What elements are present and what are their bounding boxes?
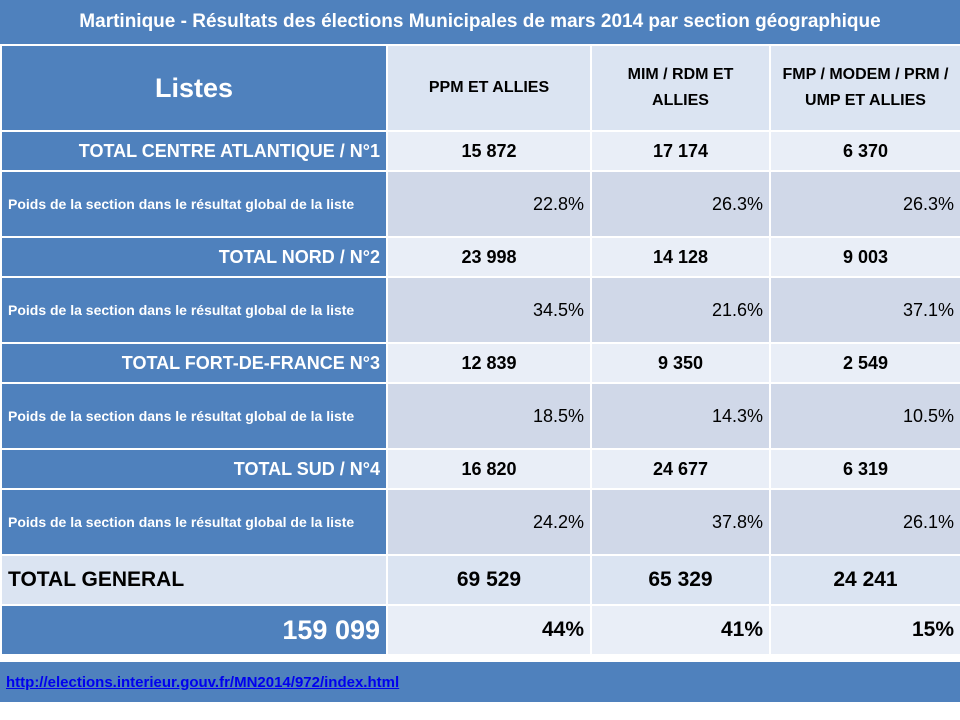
share-fmp: 10.5% xyxy=(771,384,960,448)
votes-ppm: 23 998 xyxy=(388,238,590,276)
section-label: TOTAL FORT-DE-FRANCE N°3 xyxy=(2,344,386,382)
header-ppm: PPM ET ALLIES xyxy=(388,46,590,130)
footer-bar: http://elections.interieur.gouv.fr/MN201… xyxy=(0,662,960,702)
section-share-row: Poids de la section dans le résultat glo… xyxy=(2,490,960,554)
share-mim: 26.3% xyxy=(592,172,769,236)
share-fmp: 37.1% xyxy=(771,278,960,342)
section-total-row: TOTAL SUD / N°4 16 820 24 677 6 319 xyxy=(2,450,960,488)
section-share-row: Poids de la section dans le résultat glo… xyxy=(2,384,960,448)
votes-mim: 24 677 xyxy=(592,450,769,488)
poids-label: Poids de la section dans le résultat glo… xyxy=(2,278,386,342)
votes-fmp: 9 003 xyxy=(771,238,960,276)
grand-share-fmp: 15% xyxy=(771,606,960,654)
total-general-row: TOTAL GENERAL 69 529 65 329 24 241 xyxy=(2,556,960,604)
grand-total-row: 159 099 44% 41% 15% xyxy=(2,606,960,654)
section-share-row: Poids de la section dans le résultat glo… xyxy=(2,172,960,236)
share-ppm: 22.8% xyxy=(388,172,590,236)
section-label: TOTAL CENTRE ATLANTIQUE / N°1 xyxy=(2,132,386,170)
share-mim: 14.3% xyxy=(592,384,769,448)
share-ppm: 24.2% xyxy=(388,490,590,554)
section-total-row: TOTAL CENTRE ATLANTIQUE / N°1 15 872 17 … xyxy=(2,132,960,170)
share-ppm: 34.5% xyxy=(388,278,590,342)
section-share-row: Poids de la section dans le résultat glo… xyxy=(2,278,960,342)
share-fmp: 26.1% xyxy=(771,490,960,554)
header-fmp: FMP / MODEM / PRM / UMP ET ALLIES xyxy=(771,46,960,130)
total-votes-fmp: 24 241 xyxy=(771,556,960,604)
listes-header: Listes xyxy=(2,46,386,130)
section-total-row: TOTAL FORT-DE-FRANCE N°3 12 839 9 350 2 … xyxy=(2,344,960,382)
votes-fmp: 6 370 xyxy=(771,132,960,170)
share-mim: 21.6% xyxy=(592,278,769,342)
votes-ppm: 15 872 xyxy=(388,132,590,170)
poids-label: Poids de la section dans le résultat glo… xyxy=(2,172,386,236)
grand-total-value: 159 099 xyxy=(2,606,386,654)
votes-ppm: 16 820 xyxy=(388,450,590,488)
poids-label: Poids de la section dans le résultat glo… xyxy=(2,384,386,448)
share-fmp: 26.3% xyxy=(771,172,960,236)
poids-label: Poids de la section dans le résultat glo… xyxy=(2,490,386,554)
slide-title: Martinique - Résultats des élections Mun… xyxy=(0,0,960,44)
total-votes-mim: 65 329 xyxy=(592,556,769,604)
source-link[interactable]: http://elections.interieur.gouv.fr/MN201… xyxy=(6,673,400,691)
section-total-row: TOTAL NORD / N°2 23 998 14 128 9 003 xyxy=(2,238,960,276)
votes-ppm: 12 839 xyxy=(388,344,590,382)
share-mim: 37.8% xyxy=(592,490,769,554)
total-votes-ppm: 69 529 xyxy=(388,556,590,604)
votes-mim: 9 350 xyxy=(592,344,769,382)
votes-fmp: 6 319 xyxy=(771,450,960,488)
share-ppm: 18.5% xyxy=(388,384,590,448)
votes-fmp: 2 549 xyxy=(771,344,960,382)
section-label: TOTAL NORD / N°2 xyxy=(2,238,386,276)
results-table: Listes PPM ET ALLIES MIM / RDM ET ALLIES… xyxy=(0,44,960,656)
header-row: Listes PPM ET ALLIES MIM / RDM ET ALLIES… xyxy=(2,46,960,130)
section-label: TOTAL SUD / N°4 xyxy=(2,450,386,488)
votes-mim: 17 174 xyxy=(592,132,769,170)
header-mim: MIM / RDM ET ALLIES xyxy=(592,46,769,130)
total-general-label: TOTAL GENERAL xyxy=(2,556,386,604)
grand-share-ppm: 44% xyxy=(388,606,590,654)
votes-mim: 14 128 xyxy=(592,238,769,276)
grand-share-mim: 41% xyxy=(592,606,769,654)
